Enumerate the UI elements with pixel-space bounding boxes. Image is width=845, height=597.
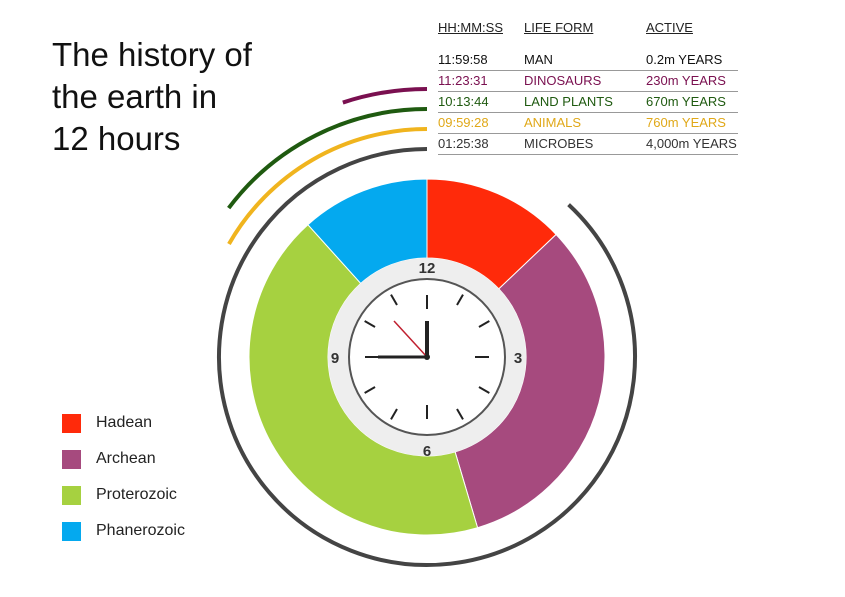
legend-label: Archean (96, 450, 156, 467)
legend-item-archean: Archean (62, 448, 262, 470)
title-line: 12 hours (52, 120, 181, 157)
row-life-form: ANIMALS (524, 115, 582, 130)
row-life-form: LAND PLANTS (524, 94, 613, 109)
arc-animals (227, 127, 428, 246)
row-time: 10:13:44 (438, 94, 489, 109)
row-active: 760m YEARS (646, 115, 726, 130)
clock-tick (390, 294, 398, 306)
clock-tick (390, 408, 398, 420)
table-header-life-form: LIFE FORM (524, 20, 594, 35)
clock-second-hand (393, 320, 428, 358)
clock-numeral-6: 6 (423, 443, 431, 460)
arc-land-plants (227, 107, 428, 210)
legend-item-phanerozoic: Phanerozoic (62, 520, 262, 542)
legend-swatch (62, 486, 81, 505)
row-active: 0.2m YEARS (646, 52, 723, 67)
clock-tick (456, 408, 464, 420)
legend-swatch (62, 522, 81, 541)
row-active: 230m YEARS (646, 73, 726, 88)
row-time: 01:25:38 (438, 136, 489, 151)
arc-dinosaurs (342, 87, 428, 105)
table-row: 01:25:38 MICROBES 4,000m YEARS (438, 133, 738, 155)
row-time: 09:59:28 (438, 115, 489, 130)
clock-tick (456, 294, 464, 306)
clock-ticks (364, 294, 490, 420)
row-time: 11:59:58 (438, 52, 488, 67)
clock-tick (364, 320, 376, 328)
row-life-form: MICROBES (524, 136, 594, 151)
legend-label: Proterozoic (96, 486, 177, 503)
table-header-time: HH:MM:SS (438, 20, 503, 35)
legend-label: Phanerozoic (96, 522, 185, 539)
title-line: the earth in (52, 78, 218, 115)
arc-microbes (217, 147, 637, 567)
row-time: 11:23:31 (438, 73, 488, 88)
title-line: The history of (52, 36, 252, 73)
table-row: 11:23:31 DINOSAURS 230m YEARS (438, 70, 738, 92)
clock-tick (478, 386, 490, 394)
legend-swatch (62, 450, 81, 469)
row-active: 4,000m YEARS (646, 136, 737, 151)
legend-label: Hadean (96, 414, 153, 431)
row-life-form: DINOSAURS (524, 73, 602, 88)
legend-swatch (62, 414, 81, 433)
clock-numeral-12: 12 (419, 260, 436, 277)
table-row: 10:13:44 LAND PLANTS 670m YEARS (438, 91, 738, 113)
legend-item-hadean: Hadean (62, 412, 262, 434)
legend-item-proterozoic: Proterozoic (62, 484, 262, 506)
table-row: 09:59:28 ANIMALS 760m YEARS (438, 112, 738, 134)
clock-tick (478, 320, 490, 328)
clock-numeral-9: 9 (331, 350, 339, 367)
clock-hands (378, 320, 430, 360)
life-form-arcs (217, 87, 637, 567)
row-life-form: MAN (524, 52, 553, 67)
table-row: 11:59:58 MAN 0.2m YEARS (438, 49, 738, 71)
page-title: The history of the earth in 12 hours (52, 34, 312, 160)
table-header-active: ACTIVE (646, 20, 693, 35)
clock-center-pin (424, 354, 430, 360)
clock-tick (364, 386, 376, 394)
row-active: 670m YEARS (646, 94, 726, 109)
clock-numeral-3: 3 (514, 350, 522, 367)
eon-ring (248, 178, 606, 536)
